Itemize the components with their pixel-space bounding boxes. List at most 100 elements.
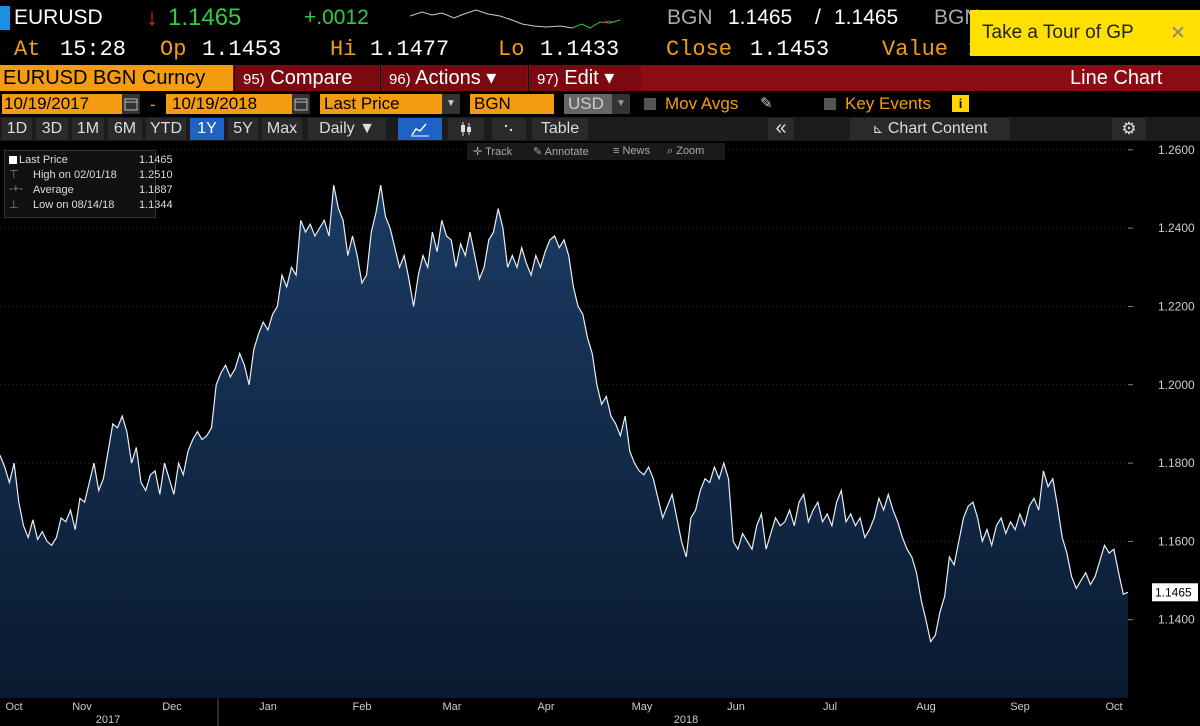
- period-1m[interactable]: 1M: [72, 118, 104, 140]
- edit-button[interactable]: 97) Edit ▾: [528, 65, 641, 91]
- chart-parameters: 10/19/2017 - 10/19/2018 Last Price ▼ BGN…: [0, 92, 1200, 116]
- period-ytd[interactable]: YTD: [146, 118, 186, 140]
- sparkline: [410, 9, 620, 29]
- low-label: Lo: [498, 37, 525, 62]
- down-arrow-icon: ↓: [146, 4, 158, 31]
- candle-chart-icon[interactable]: [448, 118, 484, 140]
- y-tick-label: 1.2200: [1158, 299, 1195, 313]
- annotate-tool[interactable]: ✎ Annotate: [533, 146, 589, 158]
- ask-price: 1.1465: [834, 6, 899, 29]
- start-calendar-icon[interactable]: [122, 94, 140, 114]
- compare-button[interactable]: 95) Compare: [234, 65, 379, 91]
- high-label: Hi: [330, 37, 357, 62]
- price-line: [0, 184, 1129, 644]
- collapse-icon[interactable]: «: [768, 118, 794, 140]
- legend-value-low: 1.1344: [139, 199, 173, 211]
- year-label: 2018: [674, 714, 698, 726]
- y-tick-label: 1.1600: [1158, 534, 1195, 548]
- chart-content-label: Chart Content: [887, 120, 988, 137]
- ticker-symbol[interactable]: EURUSD: [14, 6, 103, 29]
- legend-label-high: High on 02/01/18: [33, 169, 117, 181]
- tour-popup[interactable]: Take a Tour of GP ✕: [970, 10, 1200, 56]
- start-date-input[interactable]: 10/19/2017: [2, 94, 122, 114]
- period-1d[interactable]: 1D: [2, 118, 32, 140]
- legend-label-low: Low on 08/14/18: [33, 199, 115, 211]
- last-price-swatch: [9, 156, 17, 164]
- bid-ask-separator: /: [815, 6, 821, 29]
- x-tick-label: Oct: [1105, 701, 1122, 713]
- x-tick-label: Aug: [916, 701, 936, 713]
- low-marker-icon: ⊥: [9, 199, 19, 211]
- period-1y[interactable]: 1Y: [190, 118, 224, 140]
- x-tick-label: Feb: [353, 701, 372, 713]
- compare-label: Compare: [270, 67, 353, 89]
- track-tool[interactable]: ✛ Track: [473, 146, 513, 158]
- high-marker-icon: ⊤: [9, 169, 19, 181]
- currency-dropdown-icon[interactable]: ▼: [612, 94, 630, 114]
- legend-label-average: Average: [33, 184, 74, 196]
- key-events-checkbox[interactable]: [824, 98, 836, 110]
- actions-number: 96): [389, 71, 411, 88]
- actions-button[interactable]: 96) Actions ▾: [380, 65, 527, 91]
- x-tick-label: Oct: [5, 701, 22, 713]
- x-tick-label: Mar: [443, 701, 462, 713]
- chart-content-button[interactable]: ⊾ Chart Content: [850, 118, 1010, 140]
- chart-legend[interactable]: Last Price 1.1465 ⊤ High on 02/01/18 1.2…: [4, 150, 173, 218]
- zoom-label: Zoom: [676, 145, 705, 157]
- price-area: [0, 185, 1128, 698]
- field-select[interactable]: Last Price: [320, 94, 446, 114]
- pencil-icon[interactable]: ✎: [760, 95, 773, 112]
- annotate-label: Annotate: [544, 146, 589, 158]
- end-calendar-icon[interactable]: [292, 94, 310, 114]
- period-3d[interactable]: 3D: [36, 118, 68, 140]
- edit-number: 97): [537, 71, 559, 88]
- legend-value-last: 1.1465: [139, 154, 173, 166]
- dots-chart-icon[interactable]: [492, 118, 526, 140]
- security-field[interactable]: EURUSD BGN Curncy: [0, 65, 233, 91]
- function-toolbar: EURUSD BGN Curncy 95) Compare 96) Action…: [0, 65, 1200, 91]
- chart-type-title: Line Chart: [1070, 65, 1196, 91]
- zoom-tool[interactable]: ⌕ Zoom: [667, 145, 705, 157]
- frequency-select[interactable]: Daily ▼: [308, 118, 386, 140]
- x-tick-label: Jun: [727, 701, 745, 713]
- open-label: Op: [160, 37, 187, 62]
- close-icon[interactable]: ✕: [1170, 23, 1186, 44]
- info-icon[interactable]: i: [952, 95, 969, 112]
- mov-avgs-checkbox[interactable]: [644, 98, 656, 110]
- quote-details: At 15:28 Op 1.1453 Hi 1.1477 Lo 1.1433 C…: [0, 34, 1200, 64]
- time-value: 15:28: [60, 37, 127, 62]
- x-tick-label: May: [632, 701, 653, 713]
- actions-label: Actions ▾: [415, 67, 497, 89]
- y-tick-label: 1.1400: [1158, 613, 1195, 627]
- currency-select[interactable]: USD: [564, 94, 616, 114]
- x-tick-label: Dec: [162, 701, 182, 713]
- x-tick-label: Jan: [259, 701, 277, 713]
- source-input[interactable]: BGN: [470, 94, 554, 114]
- x-tick-label: Apr: [537, 701, 554, 713]
- end-date-input[interactable]: 10/19/2018: [166, 94, 292, 114]
- key-events-label[interactable]: Key Events: [845, 94, 931, 113]
- field-dropdown-icon[interactable]: ▼: [442, 94, 460, 114]
- period-6m[interactable]: 6M: [108, 118, 142, 140]
- period-max[interactable]: Max: [262, 118, 302, 140]
- y-tick-label: 1.1800: [1158, 456, 1195, 470]
- track-label: Track: [485, 146, 513, 158]
- chart-tools-bar: ✛ Track ✎ Annotate ≡ News ⌕ Zoom: [467, 143, 725, 160]
- close-label: Close: [666, 37, 733, 62]
- table-button[interactable]: Table: [532, 118, 588, 140]
- ticker-bar: EURUSD ↓ 1.1465 +.0012 BGN 1.1465 / 1.14…: [0, 0, 1200, 34]
- x-tick-label: Nov: [72, 701, 92, 713]
- x-tick-label: Jul: [823, 701, 837, 713]
- chart-content-icon: ⊾: [872, 121, 884, 136]
- price-chart[interactable]: 1.2600 1.2400 1.2200 1.2000 1.1800 1.1600 1.14…: [0, 142, 1200, 698]
- value-label: Value: [882, 37, 949, 62]
- mov-avgs-label[interactable]: Mov Avgs: [665, 94, 739, 113]
- period-5y[interactable]: 5Y: [228, 118, 258, 140]
- news-tool[interactable]: ≡ News: [613, 145, 650, 157]
- tour-label[interactable]: Take a Tour of GP: [982, 22, 1134, 43]
- high-value: 1.1477: [370, 37, 450, 62]
- settings-gear-icon[interactable]: ⚙: [1112, 118, 1146, 140]
- open-value: 1.1453: [202, 37, 282, 62]
- line-chart-icon[interactable]: [398, 118, 442, 140]
- low-value: 1.1433: [540, 37, 620, 62]
